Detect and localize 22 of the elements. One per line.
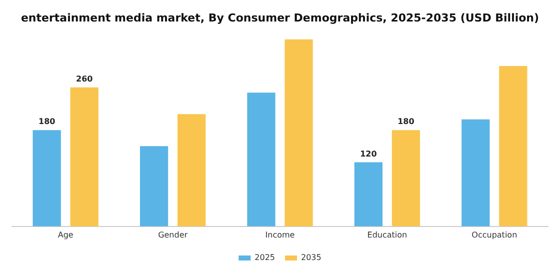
x-tick-label: Gender [158,230,188,240]
data-label: 260 [76,74,94,84]
legend-label: 2025 [254,253,275,262]
chart-title: entertainment media market, By Consumer Demographics, 2025-2035 (USD Billion) [20,11,540,24]
data-label: 120 [360,149,378,158]
bar [392,130,420,226]
bar [140,146,168,226]
bar [247,92,276,226]
bar [354,162,383,226]
bar [70,87,98,226]
legend-label: 2035 [301,253,322,262]
x-tick-label: Income [265,230,295,240]
data-label: 180 [398,117,415,126]
x-tick-label: Age [58,230,74,240]
bar [284,39,313,226]
x-tick-label: Occupation [472,230,518,240]
bar [499,66,528,226]
bar [462,119,490,226]
x-tick-label: Education [367,230,408,240]
bar [32,130,61,226]
bar [177,114,206,226]
data-label: 180 [38,117,56,126]
